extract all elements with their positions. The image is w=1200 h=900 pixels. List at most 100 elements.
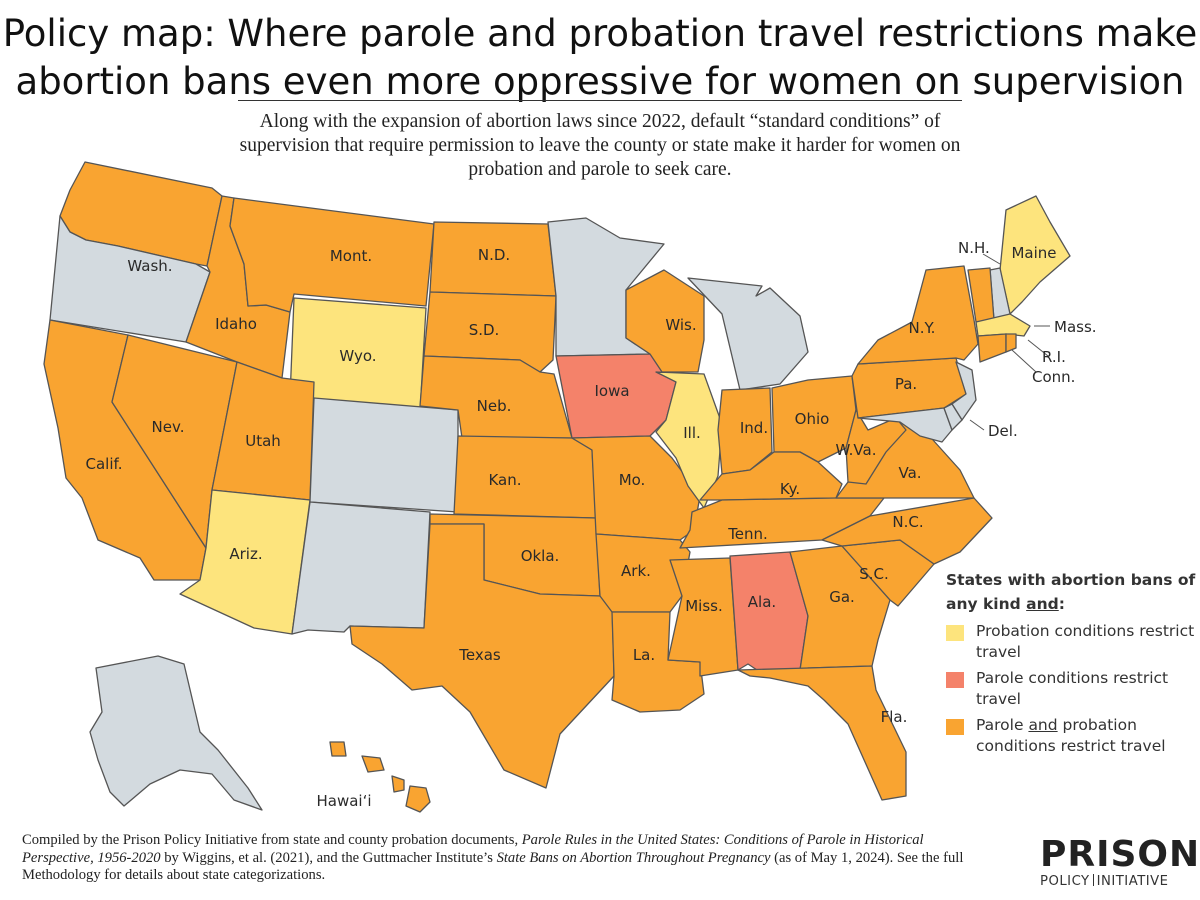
label-wi: Wis. <box>665 316 696 334</box>
legend-text-parole: Parole conditions restrict travel <box>976 669 1169 708</box>
legend-text-both-1: Parole <box>976 716 1029 734</box>
footnote-part-1: Compiled by the Prison Policy Initiative… <box>22 832 522 848</box>
label-ks: Kan. <box>488 471 521 489</box>
label-wa: Wash. <box>127 257 172 275</box>
state-il <box>655 371 723 509</box>
legend: States with abortion bans of any kind an… <box>946 568 1196 757</box>
state-co <box>309 397 459 513</box>
legend-title-and: and <box>1026 595 1059 613</box>
label-il: Ill. <box>683 424 701 442</box>
footnote-citation-2: State Bans on Abortion Throughout Pregna… <box>496 849 771 866</box>
state-mi <box>687 277 809 391</box>
map-title: Policy map: Where parole and probation t… <box>0 10 1200 106</box>
label-in: Ind. <box>740 419 768 437</box>
label-nd: N.D. <box>478 246 510 264</box>
prison-policy-initiative-logo[interactable]: PRISON POLICY INITIATIVE <box>1040 834 1200 890</box>
logo-separator <box>1092 874 1094 886</box>
ri-leader <box>1027 339 1049 357</box>
label-tx: Texas <box>458 646 501 664</box>
state-la <box>611 611 705 713</box>
conn-leader <box>1011 349 1037 373</box>
state-or <box>49 215 211 343</box>
label-va: Va. <box>898 464 921 482</box>
legend-title-colon: : <box>1058 595 1065 613</box>
label-tn: Tenn. <box>727 525 768 543</box>
states-layer <box>43 161 1071 813</box>
label-conn: Conn. <box>1032 368 1075 386</box>
legend-swatch-parole <box>946 672 964 688</box>
label-del: Del. <box>988 422 1018 440</box>
label-ms: Miss. <box>685 597 723 615</box>
logo-word-policy: POLICY <box>1040 874 1090 889</box>
title-divider <box>238 100 962 101</box>
label-nh: N.H. <box>958 239 990 257</box>
label-ca: Calif. <box>86 455 123 473</box>
logo-word-initiative: INITIATIVE <box>1096 874 1169 889</box>
state-ar <box>595 533 691 613</box>
label-sc: S.C. <box>859 565 889 583</box>
legend-swatch-probation <box>946 625 964 641</box>
label-ri: R.I. <box>1042 348 1066 366</box>
legend-item-probation: Probation conditions restrict travel <box>946 621 1196 663</box>
state-ms <box>667 557 739 677</box>
label-ny: N.Y. <box>909 319 936 337</box>
state-mt <box>229 197 435 313</box>
label-ar: Ark. <box>621 562 651 580</box>
state-hi <box>329 741 431 813</box>
footnote: Compiled by the Prison Policy Initiative… <box>22 832 982 885</box>
legend-text-both-and: and <box>1028 716 1058 734</box>
title-line-2: abortion bans even more oppressive for w… <box>15 60 1185 103</box>
label-wv: W.Va. <box>836 441 877 459</box>
label-id: Idaho <box>215 315 257 333</box>
label-ok: Okla. <box>521 547 560 565</box>
state-nc <box>821 497 993 565</box>
label-az: Ariz. <box>229 545 262 563</box>
label-ut: Utah <box>245 432 281 450</box>
logo-wordmark-top: PRISON <box>1040 834 1200 875</box>
legend-text-both-2: probation conditions restrict travel <box>976 716 1166 755</box>
footnote-citation-1: Parole Rules in the United States: Condi… <box>22 832 924 866</box>
callout-labels: N.H. Mass. R.I. Conn. Del. <box>958 239 1097 440</box>
label-ky: Ky. <box>780 480 800 498</box>
label-oh: Ohio <box>795 410 830 428</box>
state-nm <box>291 501 431 635</box>
label-ne: Neb. <box>477 397 512 415</box>
label-mo: Mo. <box>619 471 646 489</box>
state-ak <box>89 655 263 811</box>
legend-title: States with abortion bans of any kind an… <box>946 568 1196 616</box>
logo-wordmark-bottom: POLICY INITIATIVE <box>1040 874 1190 890</box>
title-line-1: Policy map: Where parole and probation t… <box>2 12 1198 55</box>
legend-title-text: States with abortion bans of any kind <box>946 571 1196 613</box>
state-wi <box>625 269 705 373</box>
label-nc: N.C. <box>892 513 923 531</box>
label-fl: Fla. <box>881 708 908 726</box>
state-ri <box>1005 333 1017 353</box>
label-ga: Ga. <box>829 588 855 606</box>
label-mass: Mass. <box>1054 318 1097 336</box>
del-leader <box>969 419 985 431</box>
footnote-part-3: (as of May 1, 2024). See the full Method… <box>22 849 964 884</box>
state-ct <box>977 333 1007 363</box>
footnote-part-2: by Wiggins, et al. (2021), and the Guttm… <box>160 849 497 866</box>
label-hi: Hawai‘i <box>316 792 371 810</box>
state-de <box>943 403 963 431</box>
label-mt: Mont. <box>330 247 372 265</box>
state-tx <box>349 523 615 789</box>
label-al: Ala. <box>748 593 776 611</box>
label-me: Maine <box>1011 244 1056 262</box>
legend-item-parole: Parole conditions restrict travel <box>946 668 1196 710</box>
legend-swatch-both <box>946 719 964 735</box>
state-fl <box>737 665 907 801</box>
label-sd: S.D. <box>469 321 500 339</box>
nh-leader <box>982 253 1001 265</box>
labels-layer: Wash. Calif. Nev. Idaho Mont. Wyo. Utah Ariz. N.… <box>86 244 1057 810</box>
label-wy: Wyo. <box>339 347 376 365</box>
legend-item-both: Parole and probation conditions restrict… <box>946 715 1196 757</box>
state-ny <box>857 265 979 365</box>
legend-text-probation: Probation conditions restrict travel <box>976 622 1195 661</box>
state-ks <box>453 435 597 519</box>
label-pa: Pa. <box>895 375 917 393</box>
label-ia: Iowa <box>594 382 629 400</box>
label-la: La. <box>633 646 655 664</box>
